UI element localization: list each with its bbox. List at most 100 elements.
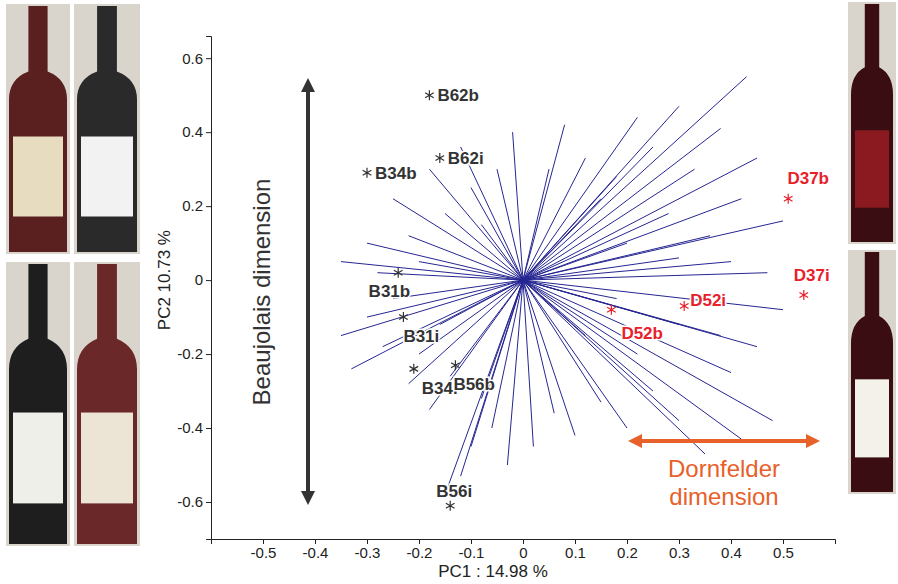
loading-line <box>419 262 523 280</box>
loading-line <box>440 280 523 324</box>
y-tick-mark <box>206 58 211 59</box>
y-axis-title: PC2 10.73 % <box>155 230 174 330</box>
bottle-photo-bg <box>6 262 70 546</box>
loading-line <box>523 236 710 280</box>
loading-line <box>523 280 554 413</box>
dornfelder-arrow-head <box>628 434 642 448</box>
beaujolais-label: Beaujolais dimension <box>248 179 275 406</box>
x-tick-label: 0.4 <box>721 544 742 561</box>
point <box>409 364 418 374</box>
x-tick: -0.3 <box>355 539 381 561</box>
loading-line <box>523 125 565 280</box>
loading-line <box>523 280 773 421</box>
point <box>363 168 372 178</box>
bottle <box>74 4 140 254</box>
x-tick-label: 0.3 <box>669 544 690 561</box>
loading-line <box>523 280 741 439</box>
loading-line <box>523 77 747 280</box>
x-tick: 0.5 <box>773 539 794 561</box>
dornfelder-arrow <box>628 434 820 448</box>
loading-line <box>429 169 523 280</box>
loading-line <box>523 199 741 280</box>
dornfelder-label: Dornfelderdimension <box>668 455 780 510</box>
bottle-shape <box>77 6 137 252</box>
x-tick-label: -0.2 <box>407 544 433 561</box>
bottle-photo-bg <box>74 262 140 546</box>
bottle-shape <box>851 4 893 242</box>
loading-line <box>523 106 679 280</box>
point <box>607 305 616 315</box>
point <box>399 312 408 322</box>
y-axis-line <box>206 37 212 540</box>
bottle-photo-bg <box>6 4 70 254</box>
y-tick: -0.2 <box>177 345 211 362</box>
beaujolais-arrow-shaft <box>306 89 310 494</box>
bottle-photo-bg <box>848 250 896 494</box>
bottle-photos <box>6 2 896 546</box>
plot-area <box>341 77 808 511</box>
loading-line <box>523 147 653 280</box>
bottle <box>74 262 140 546</box>
loading-line <box>523 117 637 280</box>
x-tick-label: 0 <box>519 544 527 561</box>
loading-line <box>393 280 523 298</box>
y-tick-mark <box>206 354 211 355</box>
bottle <box>848 2 896 244</box>
loading-line <box>523 158 585 280</box>
loading-line <box>523 280 679 324</box>
point-labels: B62bB62iB34bB31bB31iB34iB56bB56iD52bD52i… <box>369 86 830 501</box>
loading-line <box>507 280 523 465</box>
loading-line <box>523 280 679 421</box>
loading-line <box>445 280 523 495</box>
y-tick-label: 0 <box>195 271 203 288</box>
x-tick-label: 0.5 <box>773 544 794 561</box>
x-tick: -0.1 <box>459 539 485 561</box>
bottle-label <box>13 137 63 217</box>
dornfelder-arrow-head <box>806 434 820 448</box>
y-tick-label: -0.4 <box>177 419 203 436</box>
bottle-shape <box>9 6 67 252</box>
bottle-label <box>13 413 63 504</box>
points <box>363 90 808 511</box>
y-tick-label: -0.2 <box>177 345 203 362</box>
x-tick: -0.5 <box>251 539 277 561</box>
x-tick: 0.1 <box>565 539 586 561</box>
point <box>425 90 434 100</box>
point <box>799 290 808 300</box>
x-axis: -0.5 -0.4 -0.3 -0.2 -0.1 0 0.1 0.2 0.3 0.4 0.5 <box>212 539 836 561</box>
y-tick: -0.6 <box>177 493 211 510</box>
x-tick-label: -0.4 <box>303 544 329 561</box>
x-tick: 0 <box>519 539 527 561</box>
bottle-label <box>81 137 133 217</box>
y-tick: 0.2 <box>182 197 211 214</box>
loading-line <box>523 280 627 428</box>
point-label: B62i <box>448 149 484 168</box>
point-label: B56i <box>436 482 472 501</box>
loading-line <box>341 262 523 280</box>
loading-line <box>523 199 601 280</box>
point <box>446 501 455 511</box>
y-axis: -0.6-0.4-0.200.20.40.6 <box>177 37 211 540</box>
x-tick: 0.2 <box>617 539 638 561</box>
point <box>451 360 460 370</box>
x-tick: -0.4 <box>303 539 329 561</box>
bottle <box>848 250 896 494</box>
loading-line <box>523 158 757 280</box>
loading-line <box>523 221 783 280</box>
x-tick: 0.3 <box>669 539 690 561</box>
x-tick-label: -0.5 <box>251 544 277 561</box>
y-tick-mark <box>206 280 211 281</box>
y-tick: 0 <box>195 271 211 288</box>
x-tick-label: 0.1 <box>565 544 586 561</box>
point-label: B31b <box>369 282 411 301</box>
x-tick: -0.2 <box>407 539 433 561</box>
y-tick-mark <box>206 206 211 207</box>
bottle-photo-bg <box>848 2 896 244</box>
loading-line <box>523 280 585 335</box>
loading-line <box>471 280 523 446</box>
loading-line <box>523 273 767 280</box>
y-tick-mark <box>206 502 211 503</box>
loadings <box>341 77 783 495</box>
loading-line <box>523 280 617 298</box>
y-tick: 0.6 <box>182 49 211 66</box>
